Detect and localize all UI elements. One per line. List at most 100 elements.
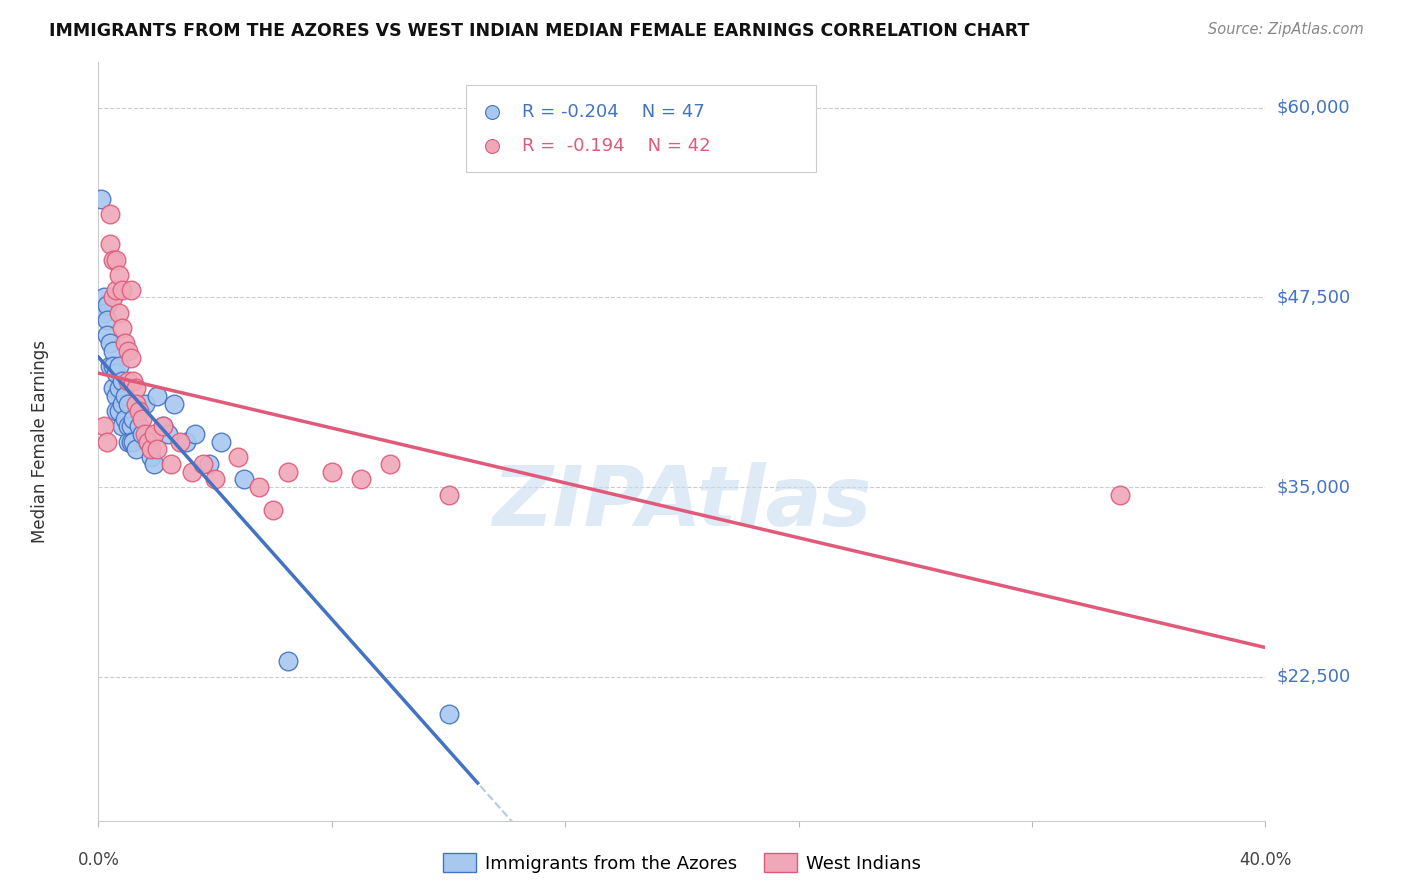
Point bbox=[101, 343, 124, 358]
Point bbox=[142, 457, 165, 471]
Point bbox=[98, 359, 121, 373]
Point bbox=[139, 450, 162, 464]
Point bbox=[146, 389, 169, 403]
Point bbox=[183, 426, 205, 441]
Point bbox=[117, 396, 139, 410]
Point bbox=[174, 434, 197, 449]
Text: 40.0%: 40.0% bbox=[1239, 851, 1292, 869]
Text: Median Female Earnings: Median Female Earnings bbox=[31, 340, 49, 543]
Text: $47,500: $47,500 bbox=[1277, 288, 1351, 307]
Point bbox=[104, 366, 127, 380]
Point bbox=[131, 426, 153, 441]
Point bbox=[122, 412, 145, 426]
Point bbox=[111, 320, 134, 334]
Point bbox=[136, 434, 159, 449]
Point bbox=[120, 419, 142, 434]
Point bbox=[114, 335, 136, 350]
Point bbox=[198, 457, 221, 471]
Point bbox=[233, 472, 256, 486]
Point bbox=[131, 412, 153, 426]
Point bbox=[160, 457, 183, 471]
Point bbox=[104, 404, 127, 418]
Point bbox=[96, 298, 118, 312]
Point bbox=[134, 396, 156, 410]
Point bbox=[101, 359, 124, 373]
Point bbox=[204, 472, 226, 486]
Text: R =  -0.194    N = 42: R = -0.194 N = 42 bbox=[522, 136, 710, 155]
Point bbox=[152, 419, 174, 434]
Point bbox=[96, 313, 118, 327]
Point bbox=[134, 426, 156, 441]
Point bbox=[146, 442, 169, 456]
Text: $22,500: $22,500 bbox=[1277, 667, 1351, 686]
Point bbox=[277, 655, 299, 669]
Point bbox=[157, 426, 180, 441]
Point bbox=[98, 237, 121, 252]
Point bbox=[117, 419, 139, 434]
Point bbox=[108, 404, 131, 418]
Point bbox=[125, 442, 148, 456]
Point bbox=[228, 450, 250, 464]
Point bbox=[93, 419, 115, 434]
Point bbox=[98, 207, 121, 221]
Text: IMMIGRANTS FROM THE AZORES VS WEST INDIAN MEDIAN FEMALE EARNINGS CORRELATION CHA: IMMIGRANTS FROM THE AZORES VS WEST INDIA… bbox=[49, 22, 1029, 40]
Text: $35,000: $35,000 bbox=[1277, 478, 1351, 496]
Point bbox=[152, 419, 174, 434]
Point bbox=[136, 434, 159, 449]
Point bbox=[108, 305, 131, 319]
Point bbox=[114, 389, 136, 403]
Point bbox=[111, 283, 134, 297]
Point bbox=[117, 343, 139, 358]
Point bbox=[111, 374, 134, 388]
Point bbox=[104, 252, 127, 267]
Point bbox=[262, 502, 284, 516]
Point bbox=[142, 426, 165, 441]
Text: $60,000: $60,000 bbox=[1277, 99, 1350, 117]
Point bbox=[125, 382, 148, 396]
Point bbox=[128, 419, 150, 434]
Point bbox=[114, 412, 136, 426]
Point bbox=[247, 480, 270, 494]
Point bbox=[380, 457, 402, 471]
Point bbox=[104, 389, 127, 403]
Point bbox=[111, 396, 134, 410]
Point bbox=[93, 291, 115, 305]
Point bbox=[108, 359, 131, 373]
Point bbox=[122, 434, 145, 449]
Point bbox=[193, 457, 215, 471]
Point bbox=[108, 382, 131, 396]
Point bbox=[128, 404, 150, 418]
Point bbox=[350, 472, 373, 486]
Point bbox=[125, 396, 148, 410]
Point bbox=[122, 374, 145, 388]
Text: R = -0.204    N = 47: R = -0.204 N = 47 bbox=[522, 103, 704, 120]
Point bbox=[163, 396, 186, 410]
Point bbox=[108, 268, 131, 282]
Point bbox=[98, 335, 121, 350]
Point bbox=[120, 283, 142, 297]
Point bbox=[96, 434, 118, 449]
Text: 0.0%: 0.0% bbox=[77, 851, 120, 869]
Point bbox=[101, 252, 124, 267]
Point bbox=[117, 374, 139, 388]
Point bbox=[209, 434, 232, 449]
Point bbox=[90, 192, 112, 206]
Point bbox=[120, 434, 142, 449]
Point bbox=[437, 487, 460, 501]
Point bbox=[111, 419, 134, 434]
Text: Source: ZipAtlas.com: Source: ZipAtlas.com bbox=[1208, 22, 1364, 37]
Point bbox=[437, 707, 460, 722]
Point bbox=[104, 283, 127, 297]
Legend: Immigrants from the Azores, West Indians: Immigrants from the Azores, West Indians bbox=[436, 846, 928, 880]
Text: ZIPAtlas: ZIPAtlas bbox=[492, 462, 872, 542]
Point bbox=[93, 305, 115, 319]
Point bbox=[277, 465, 299, 479]
Point bbox=[169, 434, 191, 449]
Point bbox=[117, 434, 139, 449]
Point bbox=[96, 328, 118, 343]
Point bbox=[101, 291, 124, 305]
Point bbox=[180, 465, 202, 479]
Point bbox=[101, 382, 124, 396]
FancyBboxPatch shape bbox=[465, 85, 815, 172]
Point bbox=[120, 351, 142, 366]
